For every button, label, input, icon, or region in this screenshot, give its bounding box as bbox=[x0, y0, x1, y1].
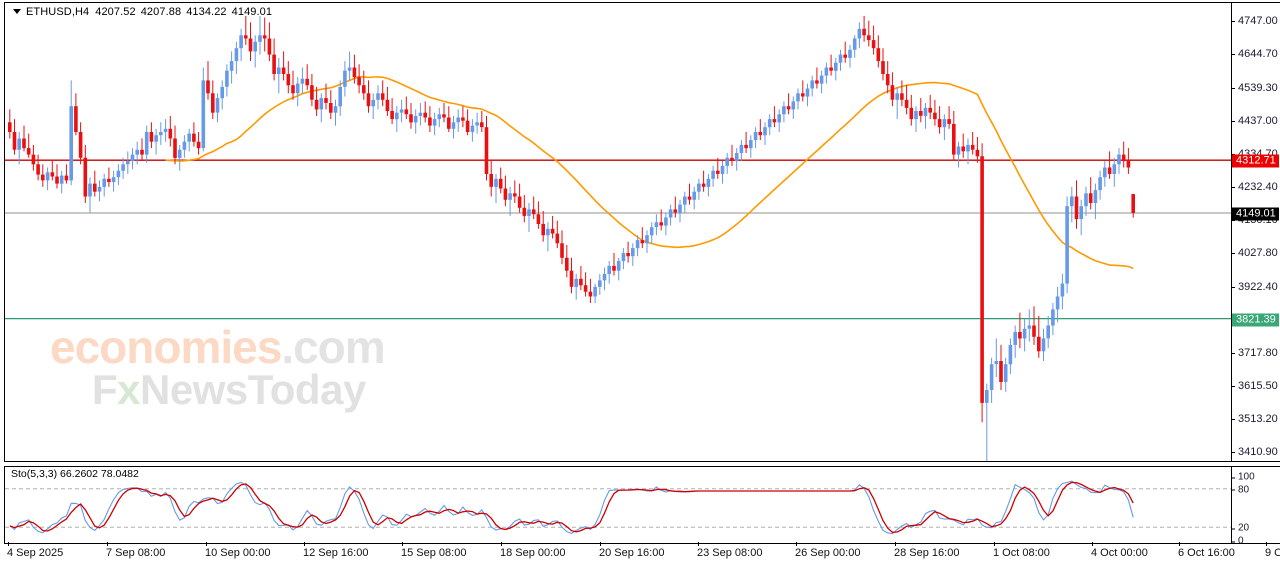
stochastic-tick-label: 0 bbox=[1238, 535, 1244, 547]
time-tick-label: 23 Sep 08:00 bbox=[697, 547, 763, 559]
time-tick-label: 7 Sep 08:00 bbox=[106, 547, 166, 559]
time-tick-mark bbox=[304, 542, 305, 546]
time-tick-mark bbox=[600, 542, 601, 546]
stochastic-tick: 80 bbox=[1232, 484, 1249, 495]
stochastic-axis: 100 80 20 0 bbox=[1232, 466, 1280, 547]
price-tick-label: 3513.20 bbox=[1238, 413, 1278, 426]
time-tick-mark bbox=[206, 542, 207, 546]
time-tick-mark bbox=[1266, 542, 1267, 546]
close-value: 4149.01 bbox=[231, 6, 273, 18]
time-tick-mark bbox=[698, 542, 699, 546]
symbol-timeframe-label: ETHUSD,H4 bbox=[26, 6, 90, 18]
price-tick-label: 4539.30 bbox=[1238, 82, 1278, 95]
price-tick-label: 4027.80 bbox=[1238, 247, 1278, 260]
time-tick-mark bbox=[895, 542, 896, 546]
stochastic-tick: 0 bbox=[1232, 536, 1244, 547]
price-tick: 3717.80 bbox=[1232, 347, 1278, 359]
time-tick-label: 4 Sep 2025 bbox=[7, 547, 64, 559]
stochastic-tick: 20 bbox=[1232, 523, 1249, 534]
time-tick-label: 9 Oct 08:00 bbox=[1265, 547, 1280, 559]
chart-legend: ETHUSD,H4 4207.52 4207.88 4134.22 4149.01 bbox=[13, 6, 277, 18]
stochastic-tick-label: 80 bbox=[1238, 484, 1250, 496]
high-value: 4207.88 bbox=[140, 6, 182, 18]
price-tick-label: 4437.00 bbox=[1238, 115, 1278, 128]
price-tick: 4747.00 bbox=[1232, 15, 1278, 27]
price-tick: 4539.30 bbox=[1232, 82, 1278, 94]
stochastic-tick: 100 bbox=[1232, 472, 1255, 483]
time-tick-mark bbox=[501, 542, 502, 546]
resistance-price-badge: 4312.71 bbox=[1232, 154, 1279, 168]
time-tick-label: 6 Oct 16:00 bbox=[1178, 547, 1235, 559]
price-tick: 3922.40 bbox=[1232, 281, 1278, 293]
time-tick-label: 1 Oct 08:00 bbox=[993, 547, 1050, 559]
price-tick: 4437.00 bbox=[1232, 115, 1278, 127]
time-tick-label: 18 Sep 00:00 bbox=[500, 547, 566, 559]
time-tick-label: 15 Sep 08:00 bbox=[401, 547, 467, 559]
price-tick-label: 4644.70 bbox=[1238, 48, 1278, 61]
ohlc-values: 4207.52 4207.88 4134.22 4149.01 bbox=[95, 6, 277, 18]
price-axis[interactable]: 4747.004644.704539.304437.004334.704232.… bbox=[1232, 2, 1280, 462]
chevron-down-icon[interactable] bbox=[13, 8, 21, 14]
time-tick-label: 4 Oct 00:00 bbox=[1091, 547, 1148, 559]
price-tick: 4232.40 bbox=[1232, 181, 1278, 193]
time-tick-label: 10 Sep 00:00 bbox=[205, 547, 271, 559]
time-tick-label: 12 Sep 16:00 bbox=[303, 547, 369, 559]
time-tick-mark bbox=[107, 542, 108, 546]
stochastic-plot bbox=[5, 467, 1231, 543]
price-tick-label: 3717.80 bbox=[1238, 347, 1278, 360]
price-tick: 3513.20 bbox=[1232, 413, 1278, 425]
last-price-badge: 4149.01 bbox=[1232, 207, 1279, 221]
price-tick-label: 3922.40 bbox=[1238, 281, 1278, 294]
time-tick-mark bbox=[1179, 542, 1180, 546]
time-tick-label: 28 Sep 16:00 bbox=[894, 547, 960, 559]
price-tick-label: 4747.00 bbox=[1238, 15, 1278, 28]
price-tick: 3410.90 bbox=[1232, 446, 1278, 458]
price-tick-label: 3410.90 bbox=[1238, 446, 1278, 459]
stochastic-tick-label: 100 bbox=[1238, 471, 1255, 483]
price-chart-pane[interactable]: ETHUSD,H4 4207.52 4207.88 4134.22 4149.01 ec… bbox=[4, 2, 1232, 462]
time-tick-label: 20 Sep 16:00 bbox=[599, 547, 665, 559]
time-tick-mark bbox=[796, 542, 797, 546]
time-tick-label: 26 Sep 00:00 bbox=[795, 547, 861, 559]
stochastic-pane[interactable]: Sto(5,3,3) 66.2602 78.0482 bbox=[4, 466, 1232, 544]
price-tick: 4027.80 bbox=[1232, 247, 1278, 259]
time-tick-mark bbox=[8, 542, 9, 546]
time-tick-mark bbox=[1092, 542, 1093, 546]
time-axis: 4 Sep 2025 7 Sep 08:00 10 Sep 00:00 12 Sep … bbox=[4, 542, 1280, 565]
stochastic-tick-label: 20 bbox=[1238, 522, 1250, 534]
stochastic-legend: Sto(5,3,3) 66.2602 78.0482 bbox=[11, 468, 139, 480]
price-tick-label: 4232.40 bbox=[1238, 181, 1278, 194]
time-tick-mark bbox=[402, 542, 403, 546]
candlestick-plot bbox=[5, 3, 1231, 461]
support-price-badge: 3821.39 bbox=[1232, 313, 1279, 327]
low-value: 4134.22 bbox=[186, 6, 227, 18]
open-value: 4207.52 bbox=[95, 6, 136, 18]
price-tick: 4644.70 bbox=[1232, 48, 1278, 60]
price-tick: 3615.50 bbox=[1232, 380, 1278, 392]
time-tick-mark bbox=[994, 542, 995, 546]
price-tick-label: 3615.50 bbox=[1238, 380, 1278, 393]
